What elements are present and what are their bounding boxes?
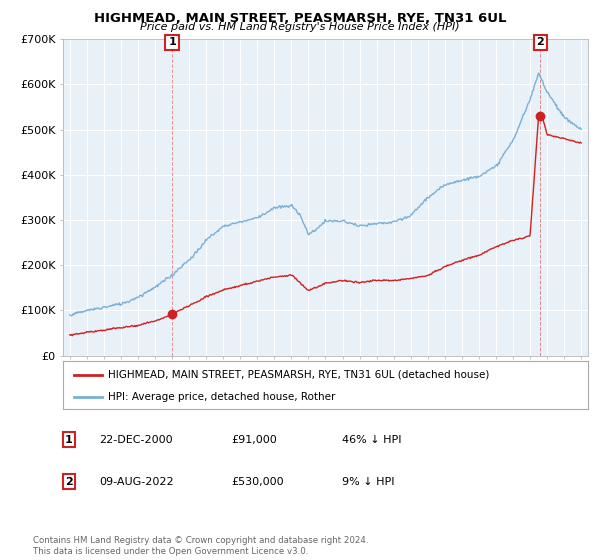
Text: 1: 1 [65, 435, 73, 445]
Text: 2: 2 [65, 477, 73, 487]
Text: 22-DEC-2000: 22-DEC-2000 [99, 435, 173, 445]
Text: 2: 2 [536, 38, 544, 48]
Text: HIGHMEAD, MAIN STREET, PEASMARSH, RYE, TN31 6UL: HIGHMEAD, MAIN STREET, PEASMARSH, RYE, T… [94, 12, 506, 25]
Text: HIGHMEAD, MAIN STREET, PEASMARSH, RYE, TN31 6UL (detached house): HIGHMEAD, MAIN STREET, PEASMARSH, RYE, T… [107, 370, 489, 380]
Text: 1: 1 [168, 38, 176, 48]
Text: 9% ↓ HPI: 9% ↓ HPI [342, 477, 395, 487]
Text: 46% ↓ HPI: 46% ↓ HPI [342, 435, 401, 445]
Text: Contains HM Land Registry data © Crown copyright and database right 2024.
This d: Contains HM Land Registry data © Crown c… [33, 536, 368, 556]
Text: HPI: Average price, detached house, Rother: HPI: Average price, detached house, Roth… [107, 392, 335, 402]
Text: £91,000: £91,000 [231, 435, 277, 445]
Text: £530,000: £530,000 [231, 477, 284, 487]
Text: 09-AUG-2022: 09-AUG-2022 [99, 477, 173, 487]
Text: Price paid vs. HM Land Registry's House Price Index (HPI): Price paid vs. HM Land Registry's House … [140, 22, 460, 32]
